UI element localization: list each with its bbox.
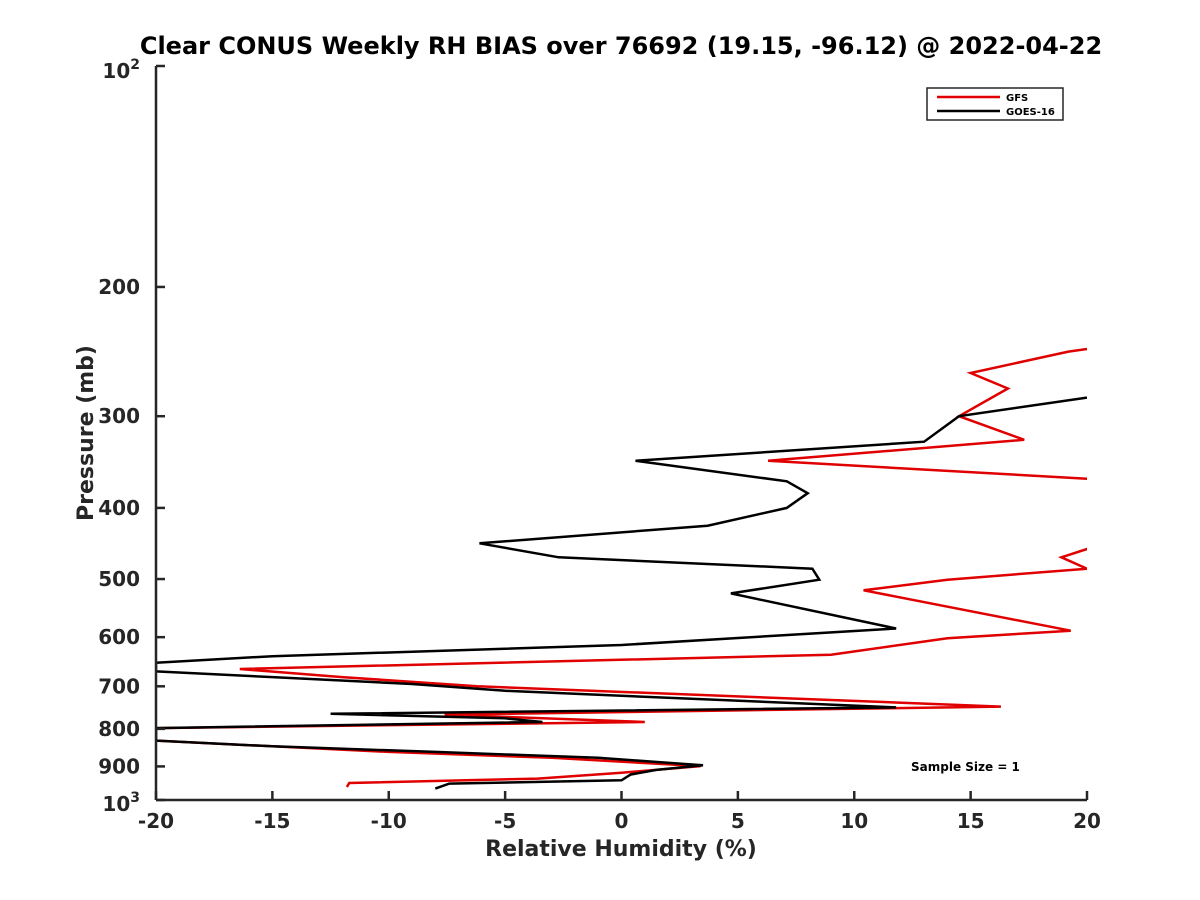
x-tick-label: 20 xyxy=(1073,809,1101,833)
y-tick-label: 800 xyxy=(98,717,140,741)
y-tick-label: 700 xyxy=(98,674,140,698)
y-axis-label: Pressure (mb) xyxy=(74,345,99,521)
legend-box xyxy=(926,87,1064,121)
y-tick-label-top: 102 xyxy=(102,57,140,83)
x-tick-label: -5 xyxy=(494,809,516,833)
sample-size-annotation: Sample Size = 1 xyxy=(911,760,1020,774)
y-tick-label-bottom: 103 xyxy=(102,790,140,816)
x-axis-label: Relative Humidity (%) xyxy=(485,837,757,862)
legend-label-gfs: GFS xyxy=(1006,93,1028,104)
y-tick-label: 600 xyxy=(98,625,140,649)
y-tick-label: 900 xyxy=(98,754,140,778)
y-tick-label: 400 xyxy=(98,496,140,520)
x-tick-label: -15 xyxy=(254,809,290,833)
x-tick-label: 5 xyxy=(731,809,745,833)
x-tick-label: -20 xyxy=(138,809,174,833)
x-tick-label: -10 xyxy=(371,809,407,833)
series-layer xyxy=(156,347,1087,790)
x-tick-label: 0 xyxy=(615,809,629,833)
y-tick-label: 200 xyxy=(98,275,140,299)
axes xyxy=(154,66,1087,802)
y-tick-label: 500 xyxy=(98,567,140,591)
legend: GFS GOES-16 xyxy=(926,87,1064,121)
x-tick-label: 10 xyxy=(840,809,868,833)
legend-label-goes16: GOES-16 xyxy=(1006,107,1055,118)
y-tick-label: 300 xyxy=(98,404,140,428)
series-line-gfs xyxy=(156,347,1087,788)
series-line-goes16 xyxy=(156,396,1087,790)
x-tick-label: 15 xyxy=(957,809,985,833)
y-ticks: 200 300 400 500 600 700 800 900 xyxy=(98,64,165,802)
x-ticks: -20 -15 -10 -5 0 5 10 15 20 xyxy=(138,791,1101,833)
chart-title: Clear CONUS Weekly RH BIAS over 76692 (1… xyxy=(140,32,1102,60)
